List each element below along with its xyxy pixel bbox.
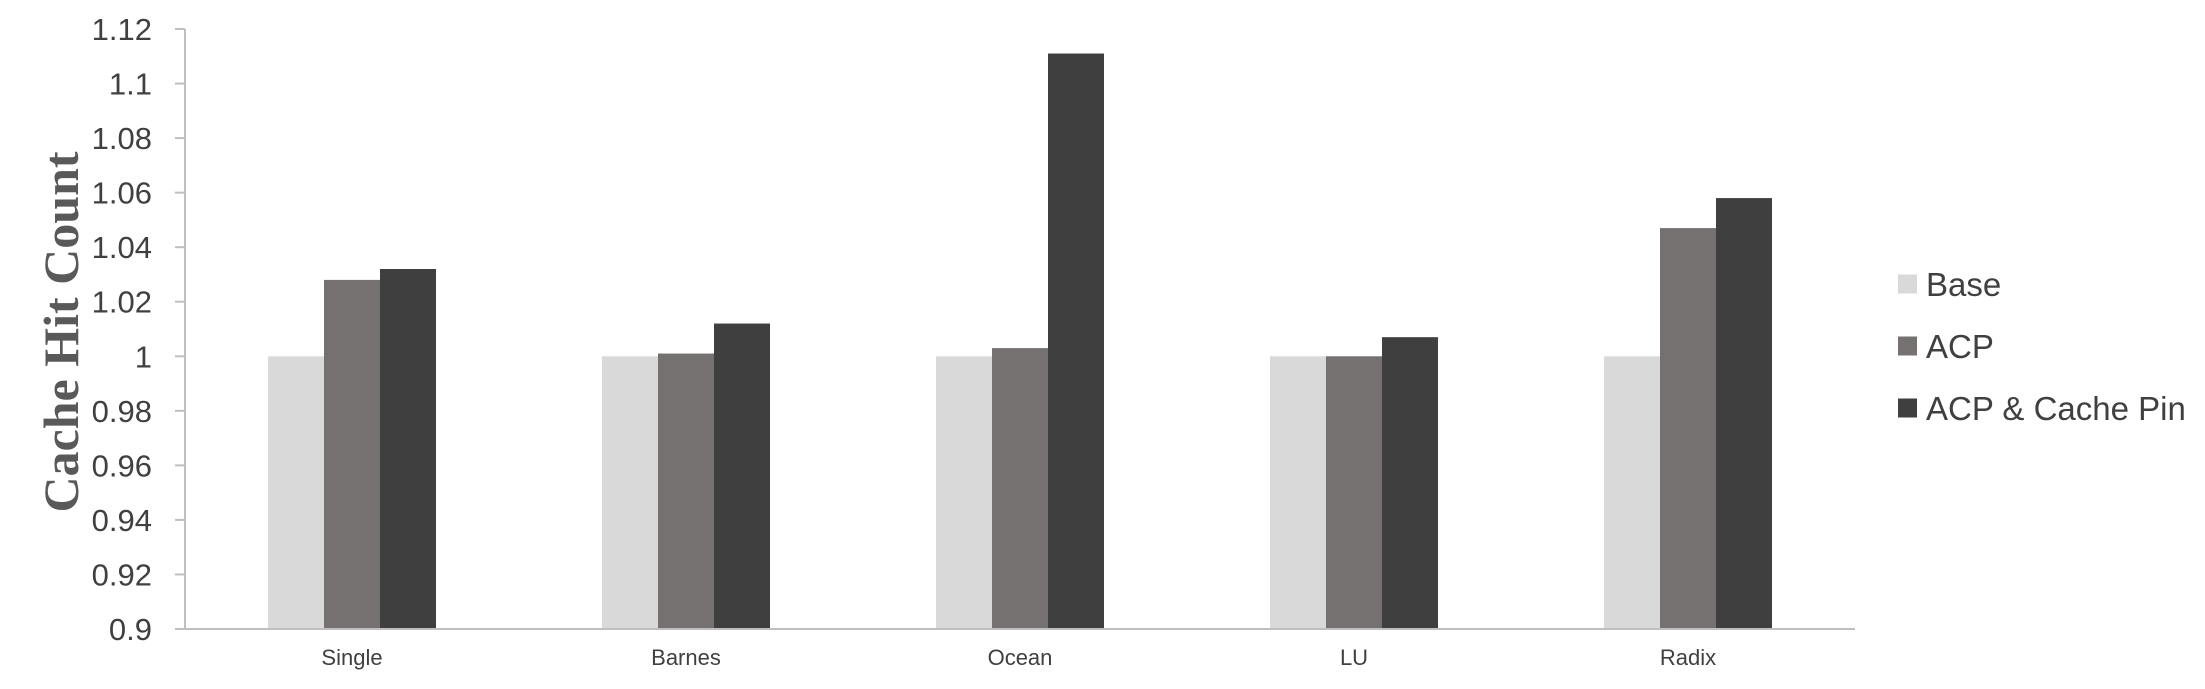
y-tick-label: 1.12 [92,12,152,47]
bar-barnes-0 [602,356,658,629]
y-tick-label: 1.06 [92,176,152,211]
legend-swatch [1898,274,1917,294]
bar-radix-1 [1660,228,1716,629]
x-tick-label: Ocean [988,645,1053,670]
y-tick-label: 0.92 [92,557,152,592]
legend-label: Base [1926,266,2001,303]
legend-label: ACP [1926,328,1994,365]
y-tick-label: 1.1 [109,67,152,102]
y-tick-label: 0.96 [92,448,152,483]
y-tick-label: 1.08 [92,121,152,156]
bar-ocean-1 [992,348,1048,629]
bar-lu-2 [1382,337,1438,629]
y-tick-label: 0.98 [92,394,152,429]
legend-label: ACP & Cache Pin [1926,390,2186,427]
bar-single-1 [324,279,380,629]
legend: Base ACP ACP & Cache Pin [1898,266,2186,427]
y-axis-title: Cache Hit Count [33,151,89,512]
bar-single-2 [380,269,436,629]
bar-barnes-2 [714,323,770,629]
bar-radix-2 [1716,198,1772,629]
bar-ocean-0 [936,356,992,629]
y-tick-label: 1.02 [92,285,152,320]
x-tick-label: Radix [1660,645,1716,670]
bar-ocean-2 [1048,53,1104,629]
y-tick-label: 0.9 [109,612,152,647]
bar-barnes-1 [658,353,714,629]
bar-radix-0 [1604,356,1660,629]
y-tick-label: 1 [135,339,152,374]
bars-group [268,53,1772,629]
legend-swatch [1898,398,1917,418]
axes-group: 0.9 0.92 0.94 0.96 0.98 1 1.02 1.04 1.06 1.08 1.1 1… [92,12,1855,670]
bar-lu-1 [1326,356,1382,629]
y-tick-label: 0.94 [92,503,152,538]
legend-swatch [1898,336,1917,356]
bar-single-0 [268,356,324,629]
y-tick-label: 1.04 [92,230,152,265]
x-tick-label: Single [321,645,382,670]
bar-lu-0 [1270,356,1326,629]
x-tick-label: Barnes [651,645,721,670]
x-tick-label: LU [1340,645,1368,670]
